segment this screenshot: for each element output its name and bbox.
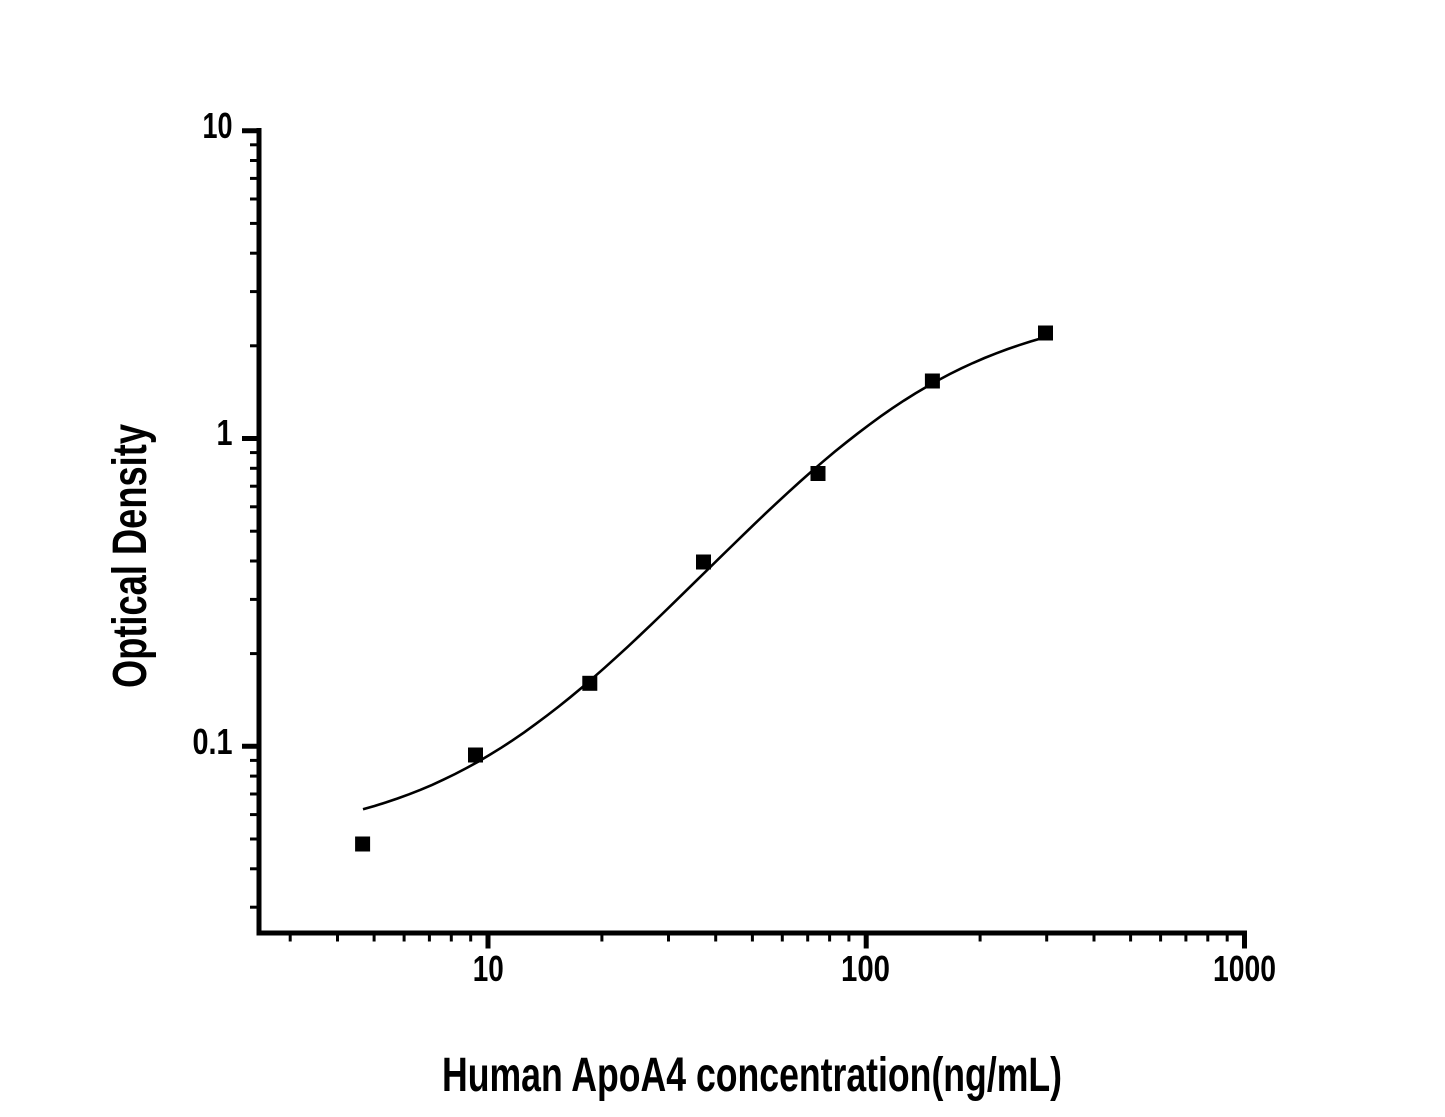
svg-text:0.1: 0.1	[193, 721, 233, 762]
svg-text:1000: 1000	[1213, 948, 1276, 989]
svg-text:Human ApoA4 concentration(ng/m: Human ApoA4 concentration(ng/mL)	[442, 1049, 1062, 1102]
svg-text:10: 10	[473, 948, 504, 989]
svg-text:10: 10	[203, 105, 233, 146]
svg-text:100: 100	[841, 948, 890, 989]
svg-text:Optical Density: Optical Density	[104, 424, 157, 688]
svg-text:1: 1	[217, 412, 233, 453]
